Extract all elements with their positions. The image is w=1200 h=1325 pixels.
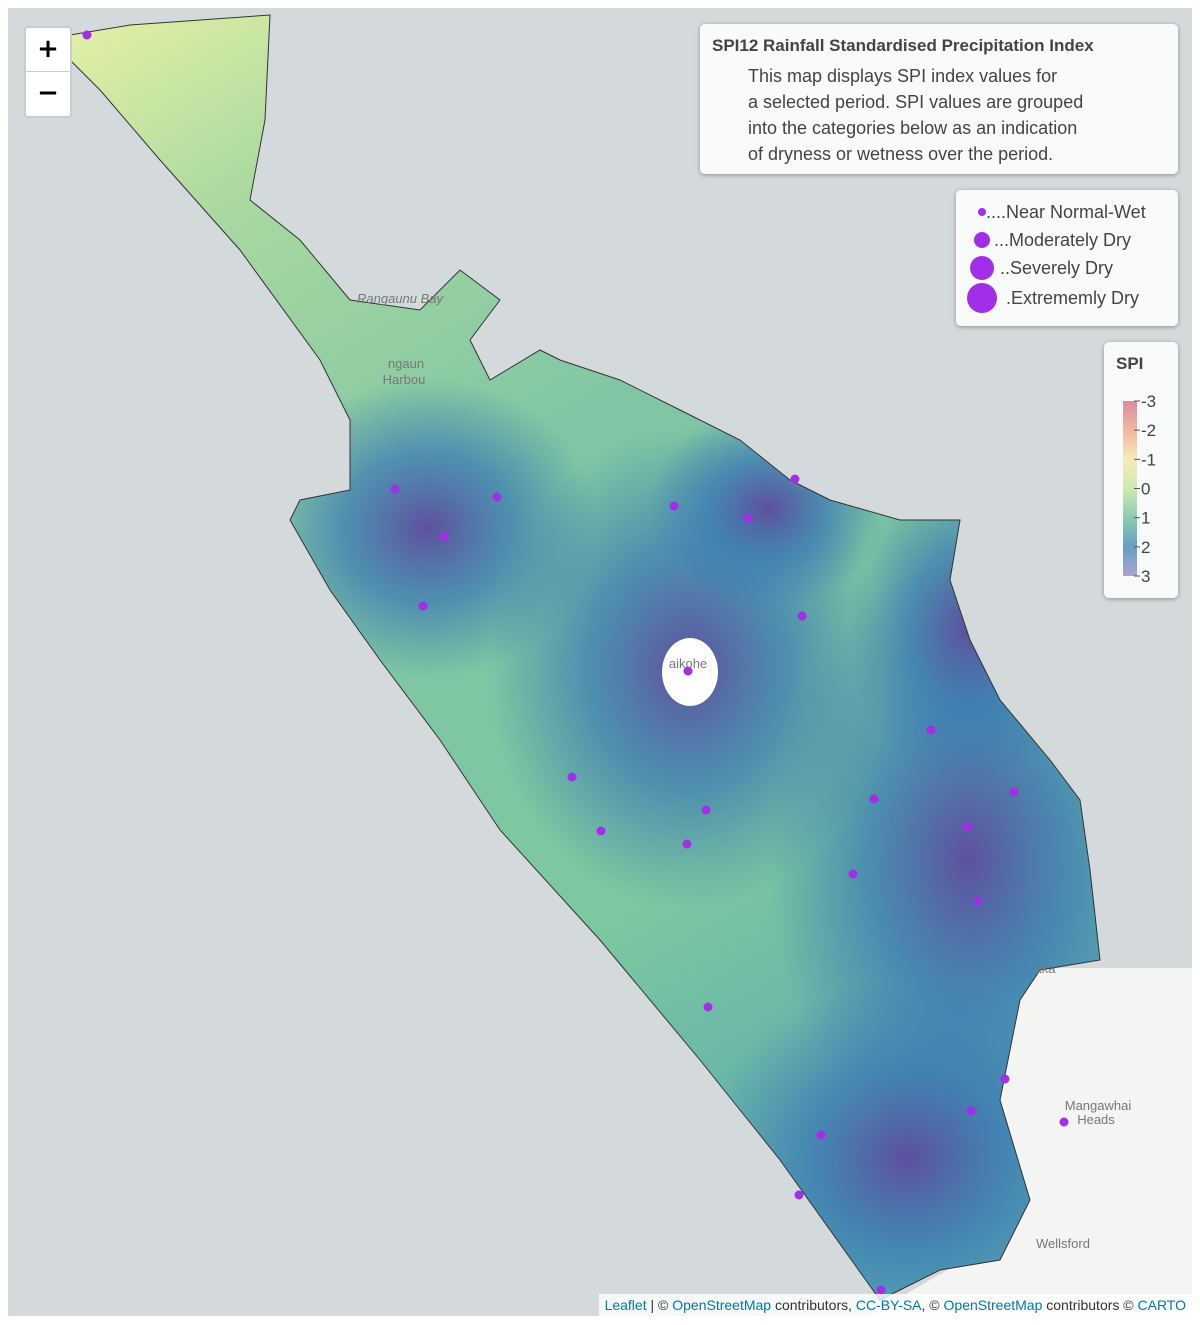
place-label: Rangaunu Bay	[357, 291, 445, 306]
color-scale: SPI -3 -2 -1 0 1 2 3	[1104, 342, 1178, 598]
scale-bar: -3 -2 -1 0 1 2 3	[1123, 392, 1156, 586]
attribution-link[interactable]: OpenStreetMap	[943, 1297, 1043, 1313]
attribution-text: , ©	[921, 1297, 944, 1313]
zoom-out[interactable]: −	[37, 78, 59, 108]
scale-tick-label: -2	[1141, 421, 1156, 440]
station	[794, 1190, 804, 1200]
place-label: ngaun	[388, 356, 424, 371]
attribution-text: | ©	[646, 1297, 673, 1313]
info-line: into the categories below as an indicati…	[748, 118, 1078, 138]
station	[703, 1002, 713, 1012]
legend-label: .Extrememly Dry	[1006, 288, 1140, 308]
station	[1059, 1117, 1069, 1127]
southern-land	[868, 968, 1192, 1316]
attribution: Leaflet | © OpenStreetMap contributors, …	[598, 1294, 1192, 1316]
legend-label: ....Near Normal-Wet	[986, 202, 1146, 222]
station	[701, 805, 711, 815]
station	[973, 896, 983, 906]
legend-label: ..Severely Dry	[1000, 258, 1114, 278]
station	[962, 822, 972, 832]
place-label: aikohe	[669, 656, 707, 671]
station	[1009, 787, 1019, 797]
scale-tick-label: 2	[1141, 538, 1150, 557]
attribution-link[interactable]: OpenStreetMap	[672, 1297, 772, 1313]
attribution-link[interactable]: Leaflet	[604, 1297, 647, 1313]
scale-tick-label: 0	[1141, 480, 1150, 499]
place-label: Heads	[1077, 1112, 1115, 1127]
scale-tick-label: -1	[1141, 450, 1156, 469]
station	[390, 484, 400, 494]
station	[418, 601, 428, 611]
info-line: of dryness or wetness over the period.	[748, 144, 1054, 164]
station	[492, 492, 502, 502]
station	[966, 1106, 976, 1116]
stations	[82, 30, 1069, 1295]
place-label: aka	[1035, 961, 1057, 976]
station	[926, 725, 936, 735]
legend-symbol	[974, 232, 990, 248]
attribution-text: contributors,	[771, 1297, 856, 1313]
attribution-link[interactable]: CARTO	[1137, 1297, 1187, 1313]
scale-tick-label: 1	[1141, 509, 1150, 528]
station	[797, 611, 807, 621]
scale-tick-label: -3	[1141, 392, 1156, 411]
info-line: a selected period. SPI values are groupe…	[748, 92, 1084, 112]
legend: ....Near Normal-Wet ...Moderately Dry ..Se…	[956, 190, 1178, 326]
attribution-link[interactable]: CC-BY-SA	[855, 1297, 922, 1313]
station	[790, 474, 800, 484]
legend-symbol	[970, 256, 994, 280]
station	[669, 501, 679, 511]
zoom-control: + −	[24, 26, 72, 118]
attribution-text: contributors ©	[1042, 1297, 1138, 1313]
info-line: This map displays SPI index values for	[748, 66, 1058, 86]
place-label: Wellsford	[1036, 1236, 1090, 1251]
scale-gradient	[1123, 401, 1137, 576]
station	[682, 839, 692, 849]
zoom-in[interactable]: +	[26, 28, 70, 72]
station	[1000, 1074, 1010, 1084]
info-box: SPI12 Rainfall Standardised Precipitatio…	[700, 24, 1178, 174]
scale-title: SPI	[1116, 354, 1144, 373]
map: Rangaunu Bay ngaun Harbou aikohe aka Mangawha…	[8, 8, 1192, 1316]
place-label: Harbou	[383, 372, 426, 387]
station	[743, 513, 753, 523]
scale-tick-label: 3	[1141, 567, 1150, 586]
station	[596, 826, 606, 836]
legend-label: ...Moderately Dry	[994, 230, 1132, 250]
station	[82, 30, 92, 40]
station	[869, 794, 879, 804]
station	[848, 869, 858, 879]
station	[876, 1285, 886, 1295]
legend-symbol	[967, 283, 997, 313]
station	[567, 772, 577, 782]
info-title: SPI12 Rainfall Standardised Precipitatio…	[712, 36, 1094, 55]
station	[816, 1130, 826, 1140]
station	[439, 532, 449, 542]
place-label: Mangawhai	[1065, 1098, 1132, 1113]
legend-symbol	[978, 208, 986, 216]
station	[683, 666, 693, 676]
